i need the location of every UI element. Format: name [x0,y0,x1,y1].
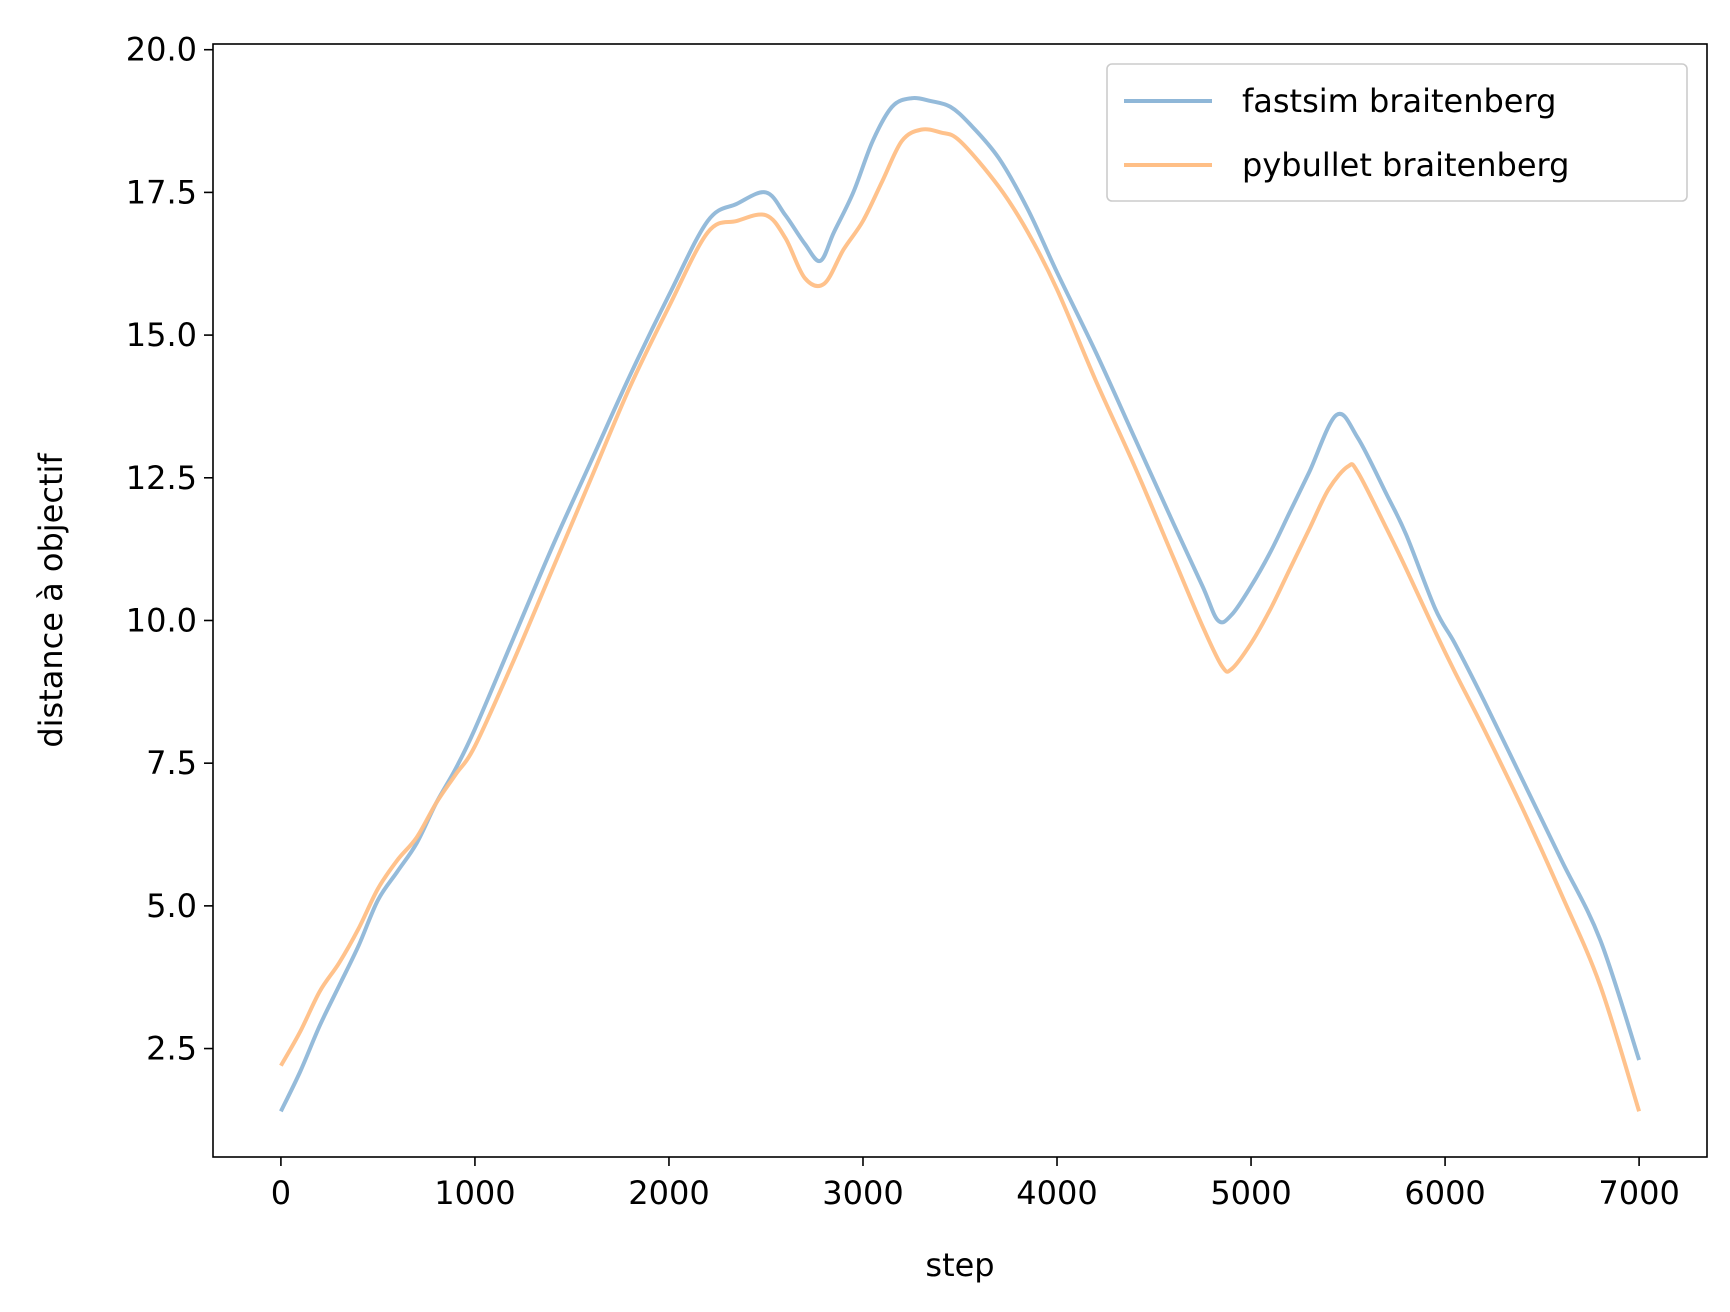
x-tick-label: 5000 [1210,1174,1291,1212]
x-axis-label: step [925,1246,994,1284]
y-tick-label: 15.0 [126,316,197,354]
legend-label-fastsim: fastsim braitenberg [1242,82,1556,120]
x-tick-label: 1000 [434,1174,515,1212]
y-tick-label: 7.5 [146,744,197,782]
x-tick-label: 2000 [628,1174,709,1212]
x-axis-ticks: 0 1000 2000 3000 4000 5000 6000 7000 [271,1157,1680,1212]
legend-label-pybullet: pybullet braitenberg [1242,146,1569,184]
y-tick-label: 17.5 [126,173,197,211]
y-tick-label: 12.5 [126,459,197,497]
legend: fastsim braitenberg pybullet braitenberg [1106,63,1688,202]
plot-frame [212,43,1708,1158]
series-line-pybullet [279,127,1642,1112]
series-layer [279,96,1642,1113]
series-line-fastsim [279,96,1641,1113]
x-tick-label: 0 [271,1174,291,1212]
x-tick-label: 7000 [1598,1174,1679,1212]
x-tick-label: 6000 [1404,1174,1485,1212]
y-axis-ticks: 2.5 5.0 7.5 10.0 12.5 15.0 17.5 20.0 [126,31,213,1068]
x-tick-label: 4000 [1016,1174,1097,1212]
y-tick-label: 10.0 [126,601,197,639]
x-tick-label: 3000 [822,1174,903,1212]
y-tick-label: 20.0 [126,31,197,69]
legend-box [1106,63,1688,202]
y-tick-label: 2.5 [146,1030,197,1068]
axes-layer [212,43,1708,1158]
y-tick-label: 5.0 [146,887,197,925]
y-axis-label: distance à objectif [32,453,70,748]
